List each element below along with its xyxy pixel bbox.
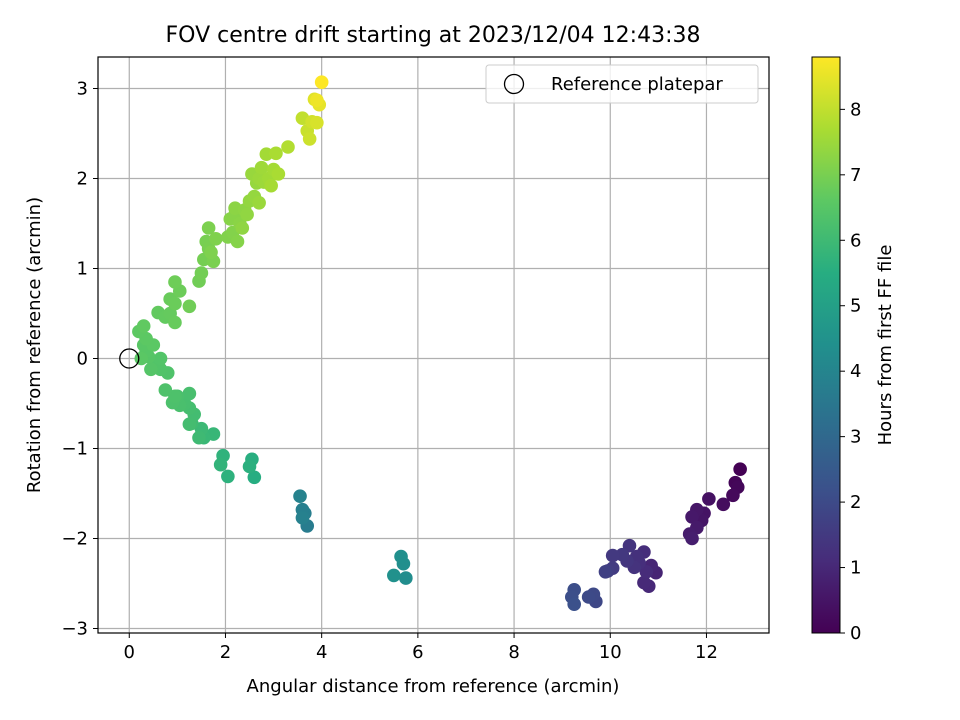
- y-tick-label: 1: [77, 259, 88, 280]
- data-point: [637, 575, 651, 590]
- y-tick-label: −3: [61, 619, 88, 640]
- data-point: [271, 167, 286, 181]
- x-tick-label: 12: [695, 642, 718, 663]
- y-axis-ticks: −3 −2 −1 0 1 2 3: [61, 79, 98, 640]
- data-point: [192, 430, 206, 445]
- colorbar-tick-label: 0: [850, 623, 861, 644]
- data-point: [242, 459, 257, 474]
- data-point: [281, 140, 295, 154]
- data-point: [168, 275, 182, 289]
- legend-box: [485, 64, 759, 104]
- data-point: [264, 178, 278, 193]
- x-tick-label: 10: [599, 642, 622, 663]
- data-points: [119, 75, 747, 611]
- data-point: [702, 492, 716, 506]
- data-point: [168, 389, 182, 404]
- colorbar-tick-label: 2: [850, 492, 861, 513]
- x-tick-label: 6: [412, 642, 423, 663]
- colorbar-gradient: [811, 56, 841, 634]
- reference-platepar-marker: [119, 348, 140, 369]
- data-point: [685, 531, 699, 546]
- x-axis-ticks: 0 2 4 6 8 10 12: [124, 633, 718, 663]
- y-tick-label: 0: [77, 349, 88, 370]
- colorbar-tick-label: 3: [850, 427, 861, 448]
- data-point: [230, 234, 245, 249]
- data-point: [310, 115, 324, 130]
- colorbar-label: Hours from first FF file: [875, 245, 896, 446]
- colorbar-tick-label: 7: [850, 165, 861, 186]
- data-point: [221, 469, 235, 484]
- data-point: [153, 351, 168, 366]
- data-point: [399, 571, 413, 585]
- colorbar-tick-label: 8: [850, 99, 861, 120]
- colorbar-tick-label: 6: [850, 230, 861, 251]
- x-axis-label: Angular distance from reference (arcmin): [247, 676, 620, 697]
- data-point: [310, 93, 324, 107]
- data-point: [134, 351, 149, 366]
- data-point: [252, 196, 266, 210]
- data-point: [182, 299, 197, 314]
- data-point: [209, 232, 223, 246]
- data-point: [204, 245, 218, 260]
- data-point: [394, 549, 408, 564]
- data-point: [605, 548, 620, 563]
- x-tick-label: 0: [124, 642, 135, 663]
- data-point: [144, 362, 158, 377]
- y-tick-label: 3: [77, 79, 88, 100]
- colorbar-ticks: 0 1 2 3 4 5 6 7 8: [840, 99, 861, 644]
- data-point: [254, 160, 269, 175]
- data-point: [136, 319, 151, 333]
- data-point: [201, 221, 216, 235]
- y-axis-label: Rotation from reference (arcmin): [24, 197, 45, 493]
- colorbar-tick-label: 5: [850, 296, 861, 317]
- data-point: [168, 315, 182, 330]
- data-point: [293, 489, 307, 504]
- data-point: [598, 565, 613, 579]
- data-point: [194, 266, 209, 280]
- legend-label: Reference platepar: [551, 74, 723, 95]
- data-point: [182, 386, 197, 401]
- chart-title: FOV centre drift starting at 2023/12/04 …: [166, 23, 701, 48]
- data-point: [726, 488, 740, 503]
- data-point: [716, 497, 731, 512]
- legend: Reference platepar: [485, 64, 759, 104]
- y-tick-label: −2: [61, 529, 88, 550]
- data-point: [685, 510, 699, 524]
- colorbar-tick-label: 4: [850, 361, 861, 382]
- data-point: [158, 383, 173, 397]
- data-point: [240, 207, 254, 222]
- data-point: [314, 75, 329, 89]
- data-point: [235, 221, 250, 235]
- data-point: [182, 417, 197, 432]
- colorbar-tick-label: 1: [850, 558, 861, 579]
- data-point: [733, 462, 747, 477]
- data-point: [247, 470, 262, 485]
- legend-marker-icon: [503, 73, 525, 95]
- data-point: [302, 132, 317, 146]
- x-tick-label: 2: [220, 642, 231, 663]
- y-tick-label: 2: [77, 169, 88, 190]
- data-point: [387, 568, 401, 583]
- data-point: [295, 511, 310, 525]
- data-point: [213, 457, 228, 472]
- data-point: [567, 597, 581, 611]
- x-tick-label: 4: [316, 642, 327, 663]
- grid-lines: [98, 57, 769, 633]
- data-point: [269, 146, 283, 161]
- x-tick-label: 8: [508, 642, 519, 663]
- colorbar: 0 1 2 3 4 5 6 7 8 Hours from first FF file: [811, 56, 896, 644]
- data-point: [581, 590, 596, 604]
- y-tick-label: −1: [61, 439, 88, 460]
- data-point: [168, 296, 182, 311]
- plot-frame: [97, 56, 770, 634]
